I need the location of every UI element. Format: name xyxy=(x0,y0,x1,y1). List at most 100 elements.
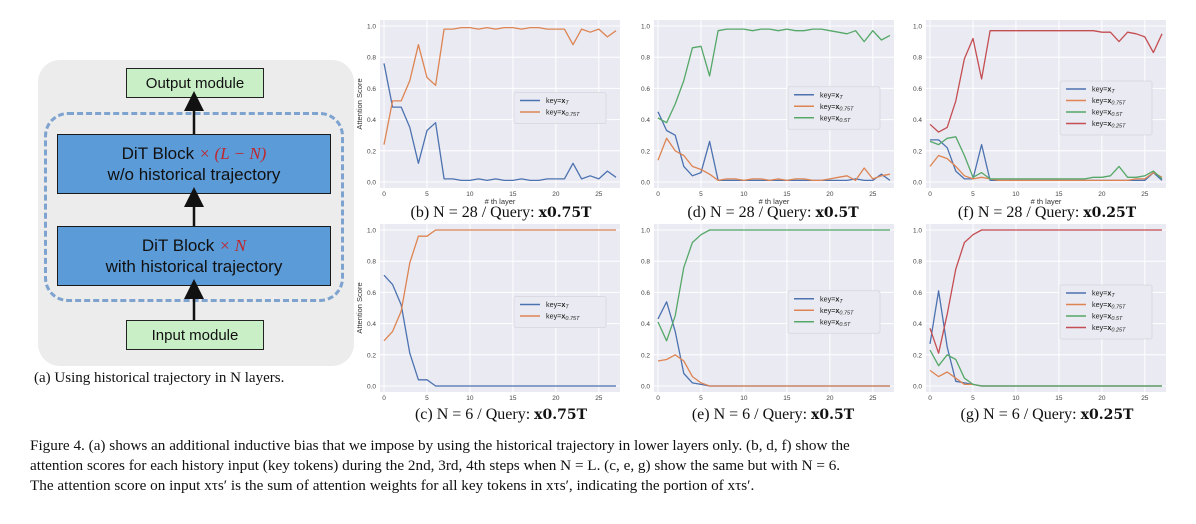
caption-b-text: (b) N = 28 / Query: xyxy=(410,204,539,221)
chart-f: 0.0 0.2 0.4 0.6 0.8 1.0 0 5 10 15 20 25 # th layer ke… xyxy=(913,20,1166,206)
x-tick-label: 0 xyxy=(656,191,660,198)
dit-block-bottom-subtitle: with historical trajectory xyxy=(105,257,283,276)
x-tick-label: 25 xyxy=(1141,395,1149,402)
legend-label: key=x0.25T xyxy=(1092,119,1126,130)
series-line-key-x0-5t xyxy=(929,136,1163,180)
input-module: Input module xyxy=(126,320,264,350)
legend-label: key=xT xyxy=(546,300,569,311)
dit-block-top: DiT Block × (L − N) w/o historical traje… xyxy=(57,134,331,194)
legend-label: key=x0.75T xyxy=(546,312,580,323)
caption-c-query: x0.75T xyxy=(534,407,588,423)
legend-label: key=xT xyxy=(820,90,843,101)
x-tick-label: 10 xyxy=(740,191,748,198)
dit-block-top-subtitle: w/o historical trajectory xyxy=(107,165,281,184)
y-tick-label: 0.6 xyxy=(913,290,922,297)
figure-caption-line1: Figure 4. (a) shows an additional induct… xyxy=(30,437,850,454)
series-line-key-x0-75t xyxy=(383,26,617,145)
series-line-key-x0-5t xyxy=(657,28,891,124)
x-axis-label: # th layer xyxy=(759,197,790,206)
x-tick-label: 20 xyxy=(826,191,834,198)
chart-e: 0.00.20.40.60.81.00 5 10 15 20 25key=xTkey=x0… xyxy=(641,224,894,402)
y-tick-label: 1.0 xyxy=(913,24,922,31)
series-line-key-x0-5t xyxy=(657,229,890,342)
x-tick-label: 15 xyxy=(783,395,791,402)
input-module-label: Input module xyxy=(151,326,239,344)
y-tick-label: 0.4 xyxy=(367,321,376,328)
x-tick-label: 5 xyxy=(971,191,975,198)
x-tick-label: 10 xyxy=(740,395,748,402)
diagram-arrows xyxy=(184,91,204,320)
dit-block-bottom-title: DiT Block xyxy=(141,235,215,255)
dit-block-bottom-multiplier: × N xyxy=(219,235,247,255)
chart-g: 0.00.20.40.60.81.00 5 10 15 20 25key=xTkey=x0… xyxy=(913,224,1166,402)
legend-label: key=xT xyxy=(820,294,843,305)
series-line-key-x0-25t xyxy=(929,229,1162,354)
x-tick-label: 5 xyxy=(425,395,429,402)
x-tick-label: 15 xyxy=(1055,191,1063,198)
legend-label: key=x0.5T xyxy=(820,317,851,328)
x-tick-label: 20 xyxy=(552,191,560,198)
caption-f-query: x0.25T xyxy=(1083,205,1137,221)
y-tick-label: 0.2 xyxy=(913,352,922,359)
y-tick-label: 0.8 xyxy=(367,259,376,266)
y-tick-label: 0.4 xyxy=(913,117,922,124)
y-tick-label: 0.6 xyxy=(913,86,922,93)
dit-block-top-title: DiT Block xyxy=(121,143,195,163)
x-tick-label: 0 xyxy=(656,395,660,402)
y-tick-label: 1.0 xyxy=(913,228,922,235)
y-axis-label: Attention Score xyxy=(355,78,364,129)
x-tick-label: 25 xyxy=(595,191,603,198)
legend-label: key=x0.75T xyxy=(1092,96,1126,107)
x-tick-label: 10 xyxy=(1012,191,1020,198)
chart-d: 0.0 0.2 0.4 0.6 0.8 1.0 0 5 10 15 20 25 # th layer ke… xyxy=(641,20,894,206)
caption-a: (a) Using historical trajectory in N lay… xyxy=(34,370,285,386)
x-tick-label: 20 xyxy=(826,395,834,402)
legend-box xyxy=(787,86,881,130)
x-tick-label: 25 xyxy=(1141,191,1149,198)
y-tick-label: 1.0 xyxy=(641,228,650,235)
y-tick-label: 0.6 xyxy=(367,290,376,297)
x-tick-label: 5 xyxy=(699,191,703,198)
y-tick-label: 1.0 xyxy=(367,228,376,235)
legend-label: key=x0.75T xyxy=(820,306,854,317)
legend-label: key=xT xyxy=(1092,289,1115,300)
y-tick-label: 0.4 xyxy=(641,117,650,124)
legend-label: key=xT xyxy=(546,96,569,107)
series-line-key-x0-75t xyxy=(657,137,891,182)
legend-label: key=x0.75T xyxy=(546,108,580,119)
y-tick-label: 0.0 xyxy=(367,384,376,391)
x-tick-label: 15 xyxy=(509,395,517,402)
caption-d: (d) N = 28 / Query: x0.5T xyxy=(638,204,908,222)
output-module-label: Output module xyxy=(145,74,245,92)
x-tick-label: 20 xyxy=(1098,191,1106,198)
legend-box xyxy=(1059,80,1153,136)
y-tick-label: 0.4 xyxy=(367,117,376,124)
dit-block-top-multiplier: × (L − N) xyxy=(198,143,267,163)
caption-g: (g) N = 6 / Query: x0.25T xyxy=(912,406,1182,424)
y-tick-label: 0.0 xyxy=(641,180,650,187)
series-line-key-xt xyxy=(383,274,616,387)
y-tick-label: 1.0 xyxy=(641,24,650,31)
chart-c: 0.0 0.2 0.4 0.6 0.8 1.0 0 5 10 15 20 25 Attention Sc… xyxy=(355,224,620,402)
series-line-key-x0-5t xyxy=(929,349,1162,387)
legend-label: key=xT xyxy=(1092,85,1115,96)
y-tick-label: 0.2 xyxy=(913,148,922,155)
y-tick-label: 0.8 xyxy=(641,259,650,266)
figure-caption-line2: attention scores for each history input … xyxy=(30,457,841,474)
x-tick-label: 5 xyxy=(971,395,975,402)
y-tick-label: 0.6 xyxy=(367,86,376,93)
y-tick-label: 0.8 xyxy=(367,55,376,62)
y-tick-label: 0.4 xyxy=(913,321,922,328)
caption-b-query: x0.75T xyxy=(538,205,592,221)
caption-f: (f) N = 28 / Query: x0.25T xyxy=(912,204,1182,222)
legend-box xyxy=(787,290,881,334)
x-axis-label: # th layer xyxy=(485,197,516,206)
series-line-key-xt xyxy=(657,111,891,182)
x-tick-label: 0 xyxy=(382,395,386,402)
caption-e-query: x0.5T xyxy=(811,407,855,423)
